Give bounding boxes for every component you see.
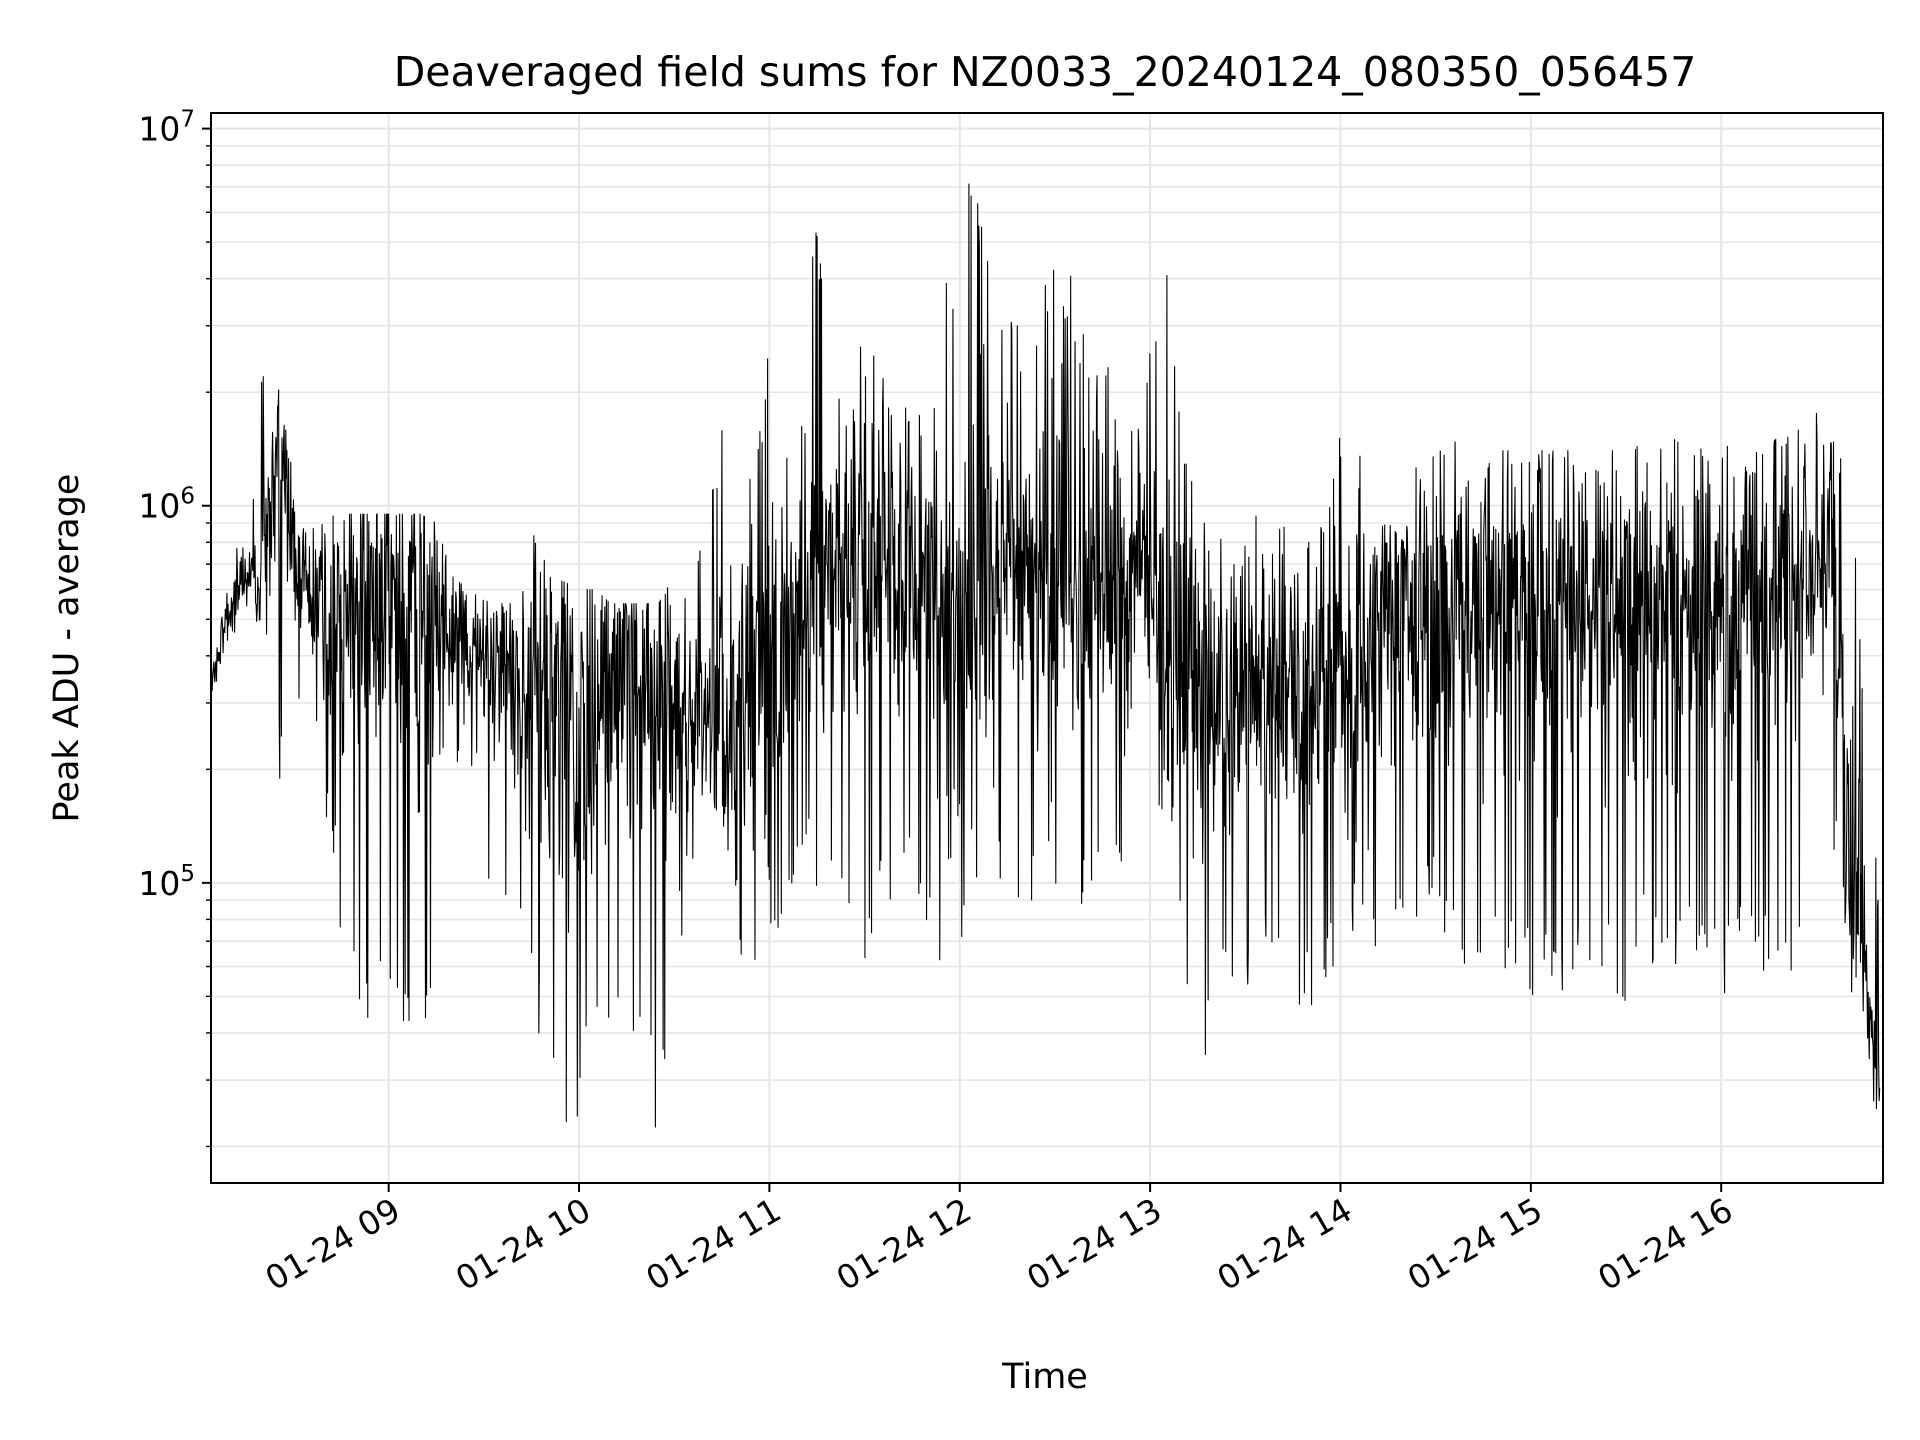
plot-frame: [210, 112, 1884, 1184]
series-line: [210, 183, 1881, 1128]
series-layer: [210, 183, 1881, 1128]
y-tick-label: 107: [138, 107, 195, 149]
y-tick-label: 106: [138, 484, 195, 526]
x-axis-label: Time: [1001, 1357, 1088, 1397]
y-axis: 105 106 107: [138, 107, 211, 1148]
y-axis-label: Peak ADU - average: [47, 474, 87, 823]
chart-title: Deaveraged field sums for NZ0033_2024012…: [394, 48, 1697, 96]
y-tick-label: 105: [138, 861, 195, 903]
